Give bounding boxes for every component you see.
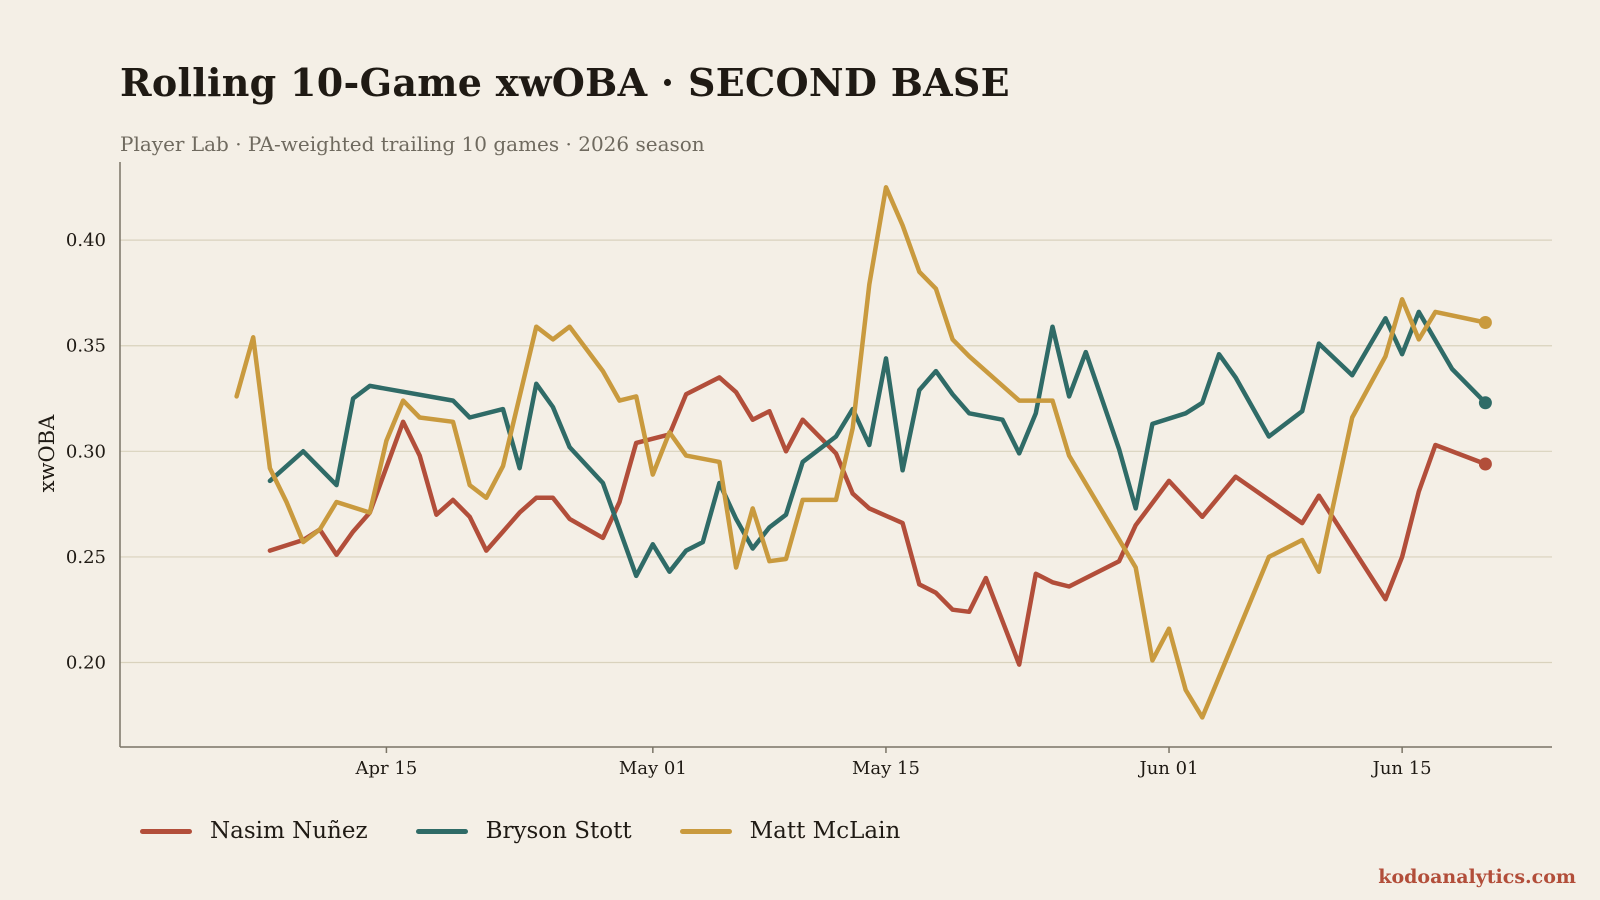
chart-title: Rolling 10-Game xwOBA · SECOND BASE: [120, 60, 1010, 105]
chart-subtitle: Player Lab · PA-weighted trailing 10 gam…: [120, 132, 705, 156]
legend-item-nasim-nunez: Nasim Nuñez: [140, 818, 368, 844]
legend-label: Matt McLain: [749, 818, 901, 844]
legend-swatch: [679, 828, 732, 834]
y-tick-label: 0.40: [66, 230, 106, 251]
x-tick-label: Jun 15: [1371, 758, 1432, 779]
x-tick-label: May 01: [619, 758, 687, 779]
x-tick-label: Jun 01: [1138, 758, 1199, 779]
y-tick-label: 0.30: [66, 441, 106, 462]
series-end-marker-matt-mclain: [1478, 316, 1492, 330]
legend-label: Nasim Nuñez: [210, 818, 368, 844]
series-line-nasim-nu-ez: [267, 375, 1488, 667]
legend-item-bryson-stott: Bryson Stott: [415, 818, 632, 844]
legend-swatch: [140, 828, 192, 834]
series-line-matt-mclain: [234, 185, 1488, 720]
series-end-marker-nasim-nu-ez: [1478, 457, 1492, 471]
legend-swatch: [415, 828, 468, 834]
y-tick-label: 0.35: [66, 336, 106, 357]
legend-label: Bryson Stott: [485, 818, 632, 844]
y-tick-label: 0.20: [66, 653, 106, 674]
brand-watermark: kodoanalytics.com: [1378, 866, 1576, 888]
series-end-marker-bryson-stott: [1478, 396, 1492, 410]
legend-item-matt-mclain: Matt McLain: [679, 818, 901, 844]
y-tick-label: 0.25: [66, 547, 106, 568]
series-line-bryson-stott: [267, 309, 1488, 579]
x-tick-label: May 15: [852, 758, 920, 779]
y-axis-label: xwOBA: [35, 414, 59, 492]
legend: Nasim Nuñez Bryson Stott Matt McLain: [140, 818, 948, 844]
x-tick-label: Apr 15: [355, 758, 418, 779]
